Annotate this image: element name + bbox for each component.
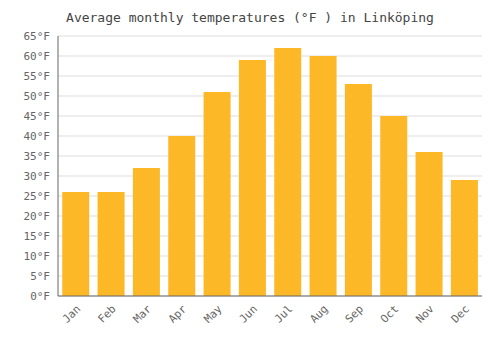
svg-text:Apr: Apr bbox=[166, 302, 190, 326]
svg-text:15°F: 15°F bbox=[24, 230, 51, 243]
svg-text:40°F: 40°F bbox=[24, 130, 51, 143]
svg-text:Dec: Dec bbox=[449, 302, 472, 325]
svg-text:20°F: 20°F bbox=[24, 210, 51, 223]
svg-text:Jun: Jun bbox=[237, 302, 260, 325]
svg-text:May: May bbox=[201, 302, 225, 326]
svg-text:Jul: Jul bbox=[272, 302, 295, 325]
svg-text:5°F: 5°F bbox=[30, 270, 50, 283]
svg-text:0°F: 0°F bbox=[30, 290, 50, 303]
svg-text:Oct: Oct bbox=[378, 302, 401, 325]
svg-text:30°F: 30°F bbox=[24, 170, 51, 183]
svg-text:Mar: Mar bbox=[131, 302, 155, 326]
svg-text:Jan: Jan bbox=[60, 302, 83, 325]
svg-text:10°F: 10°F bbox=[24, 250, 51, 263]
svg-text:Feb: Feb bbox=[95, 302, 118, 325]
svg-text:Aug: Aug bbox=[307, 302, 330, 325]
svg-text:25°F: 25°F bbox=[24, 190, 51, 203]
svg-text:60°F: 60°F bbox=[24, 50, 51, 63]
svg-text:55°F: 55°F bbox=[24, 70, 51, 83]
html-text:Average monthly temperatures (: Average monthly temperatures (°F ) in Li… bbox=[66, 10, 434, 25]
svg-text:65°F: 65°F bbox=[24, 30, 51, 43]
svg-text:50°F: 50°F bbox=[24, 90, 51, 103]
svg-text:35°F: 35°F bbox=[24, 150, 51, 163]
svg-text:Sep: Sep bbox=[343, 302, 366, 325]
svg-text:45°F: 45°F bbox=[24, 110, 51, 123]
svg-text:Nov: Nov bbox=[413, 302, 437, 326]
